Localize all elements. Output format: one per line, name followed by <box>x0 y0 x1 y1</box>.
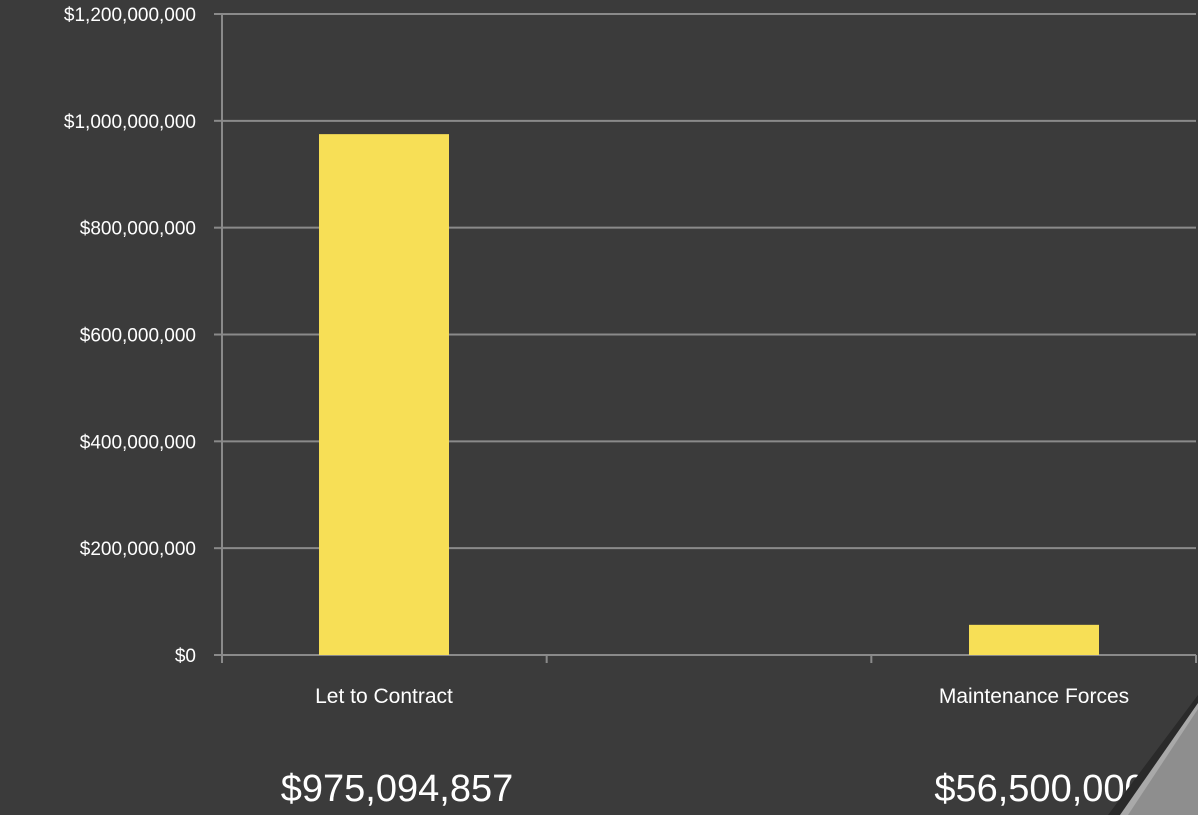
y-tick-label: $400,000,000 <box>80 432 196 453</box>
y-tick-label: $1,000,000,000 <box>64 112 196 133</box>
x-category-label: Let to Contract <box>315 685 453 708</box>
y-tick-label: $600,000,000 <box>80 326 196 347</box>
y-tick-label: $1,200,000,000 <box>64 5 196 26</box>
value-label-maintenance-forces: $56,500,000 <box>934 768 1146 810</box>
bar-let-to-contract <box>319 134 449 655</box>
x-category-label: Maintenance Forces <box>939 685 1129 708</box>
value-label-let-to-contract: $975,094,857 <box>280 768 514 810</box>
bar-maintenance-forces <box>969 624 1099 655</box>
y-tick-label: $800,000,000 <box>80 219 196 240</box>
y-tick-label: $200,000,000 <box>80 539 196 560</box>
y-tick-label: $0 <box>175 646 196 667</box>
page-corner-decoration <box>1108 695 1198 815</box>
